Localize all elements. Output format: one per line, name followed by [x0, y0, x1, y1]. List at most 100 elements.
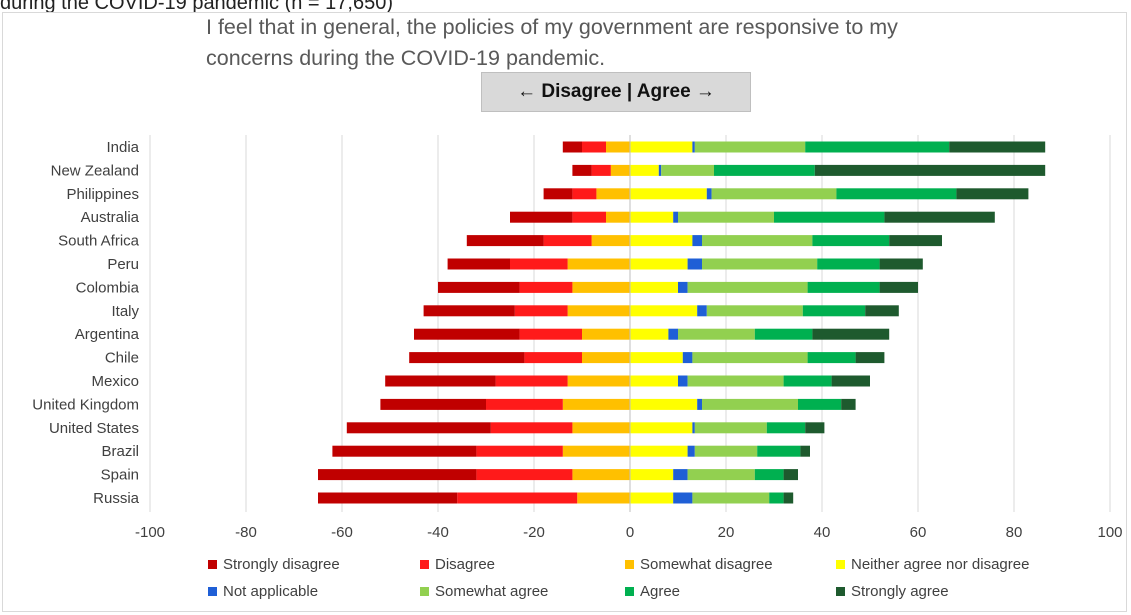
legend-swatch	[420, 560, 429, 569]
bar-strongly_disagree	[385, 375, 496, 387]
bar-somewhat_disagree	[582, 328, 630, 340]
direction-label-text: ← Disagree | Agree →	[517, 81, 715, 102]
x-tick-label: -40	[427, 524, 449, 541]
bar-somewhat_agree	[687, 375, 784, 387]
legend-label: Somewhat agree	[435, 583, 549, 600]
bar-strongly_agree	[812, 328, 890, 340]
bar-somewhat_disagree	[577, 492, 630, 504]
caption-fragment: during the COVID-19 pandemic (n = 17,650…	[0, 0, 393, 14]
bar-somewhat_disagree	[606, 141, 630, 153]
bar-strongly_disagree	[466, 235, 544, 247]
bar-somewhat_disagree	[567, 375, 630, 387]
bar-not_applicable	[673, 492, 693, 504]
bar-somewhat_disagree	[572, 281, 630, 293]
bar-strongly_agree	[889, 235, 942, 247]
legend-item-agree: Agree	[625, 583, 680, 600]
bar-somewhat_agree	[702, 398, 798, 410]
bar-not_applicable	[678, 281, 688, 293]
bar-somewhat_disagree	[582, 352, 630, 364]
bar-agree	[807, 281, 880, 293]
legend-label: Strongly agree	[851, 583, 949, 600]
bar-somewhat_agree	[692, 492, 770, 504]
bar-neither	[630, 328, 669, 340]
bar-neither	[630, 211, 674, 223]
bar-somewhat_agree	[687, 281, 808, 293]
bar-somewhat_agree	[678, 328, 755, 340]
legend-swatch	[625, 560, 634, 569]
bar-not_applicable	[706, 188, 712, 200]
bar-strongly_disagree	[346, 422, 491, 434]
bar-agree	[714, 164, 815, 176]
bar-somewhat_agree	[687, 469, 755, 481]
bar-strongly_disagree	[562, 141, 582, 153]
category-label: Mexico	[91, 373, 139, 390]
bar-disagree	[476, 469, 573, 481]
bar-strongly_disagree	[543, 188, 573, 200]
bar-somewhat_disagree	[562, 445, 630, 457]
bar-disagree	[510, 258, 568, 270]
bar-strongly_disagree	[447, 258, 510, 270]
bar-neither	[630, 141, 693, 153]
bar-disagree	[543, 235, 592, 247]
bar-agree	[807, 352, 856, 364]
x-tick-label: 100	[1097, 524, 1122, 541]
bar-agree	[783, 375, 832, 387]
bar-strongly_disagree	[510, 211, 573, 223]
bar-strongly_disagree	[318, 469, 477, 481]
legend-item-strongly_agree: Strongly agree	[836, 583, 949, 600]
bar-strongly_agree	[879, 281, 918, 293]
category-label: Russia	[93, 490, 140, 507]
category-label: South Africa	[58, 233, 140, 250]
category-label: Chile	[105, 350, 139, 367]
bar-strongly_disagree	[423, 305, 515, 317]
x-tick-label: -60	[331, 524, 353, 541]
bar-not_applicable	[687, 258, 702, 270]
legend-label: Somewhat disagree	[640, 556, 773, 573]
bar-strongly_disagree	[414, 328, 520, 340]
category-label: Argentina	[75, 326, 140, 343]
bar-neither	[630, 188, 707, 200]
bar-neither	[630, 445, 688, 457]
direction-label: ← Disagree | Agree →	[481, 72, 751, 112]
bar-not_applicable	[673, 469, 688, 481]
bar-somewhat_agree	[694, 141, 806, 153]
bar-somewhat_disagree	[567, 305, 630, 317]
bar-somewhat_disagree	[596, 188, 630, 200]
legend-swatch	[208, 587, 217, 596]
legend-swatch	[625, 587, 634, 596]
legend-item-somewhat_disagree: Somewhat disagree	[625, 556, 773, 573]
x-tick-label: -20	[523, 524, 545, 541]
bar-strongly_disagree	[409, 352, 525, 364]
chart-title: I feel that in general, the policies of …	[206, 15, 898, 70]
bar-neither	[630, 258, 688, 270]
category-label: New Zealand	[51, 162, 139, 179]
legend-swatch	[836, 587, 845, 596]
bar-somewhat_agree	[694, 422, 767, 434]
bar-strongly_disagree	[332, 445, 477, 457]
x-tick-label: -100	[135, 524, 165, 541]
bar-somewhat_disagree	[567, 258, 630, 270]
bar-disagree	[476, 445, 563, 457]
bar-strongly_agree	[783, 492, 794, 504]
legend-item-disagree: Disagree	[420, 556, 495, 573]
x-tick-label: 60	[910, 524, 927, 541]
bar-agree	[812, 235, 890, 247]
category-label: Colombia	[76, 279, 140, 296]
x-tick-label: 20	[718, 524, 735, 541]
bar-strongly_agree	[884, 211, 995, 223]
bar-somewhat_disagree	[572, 469, 630, 481]
bar-disagree	[524, 352, 582, 364]
bar-strongly_agree	[949, 141, 1046, 153]
legend-swatch	[420, 587, 429, 596]
bar-neither	[630, 305, 698, 317]
x-tick-label: -80	[235, 524, 257, 541]
bar-neither	[630, 164, 659, 176]
bar-disagree	[486, 398, 563, 410]
bar-agree	[798, 398, 842, 410]
bar-not_applicable	[682, 352, 693, 364]
bar-neither	[630, 352, 683, 364]
bar-somewhat_agree	[661, 164, 714, 176]
bar-strongly_agree	[814, 164, 1046, 176]
bar-strongly_agree	[879, 258, 923, 270]
